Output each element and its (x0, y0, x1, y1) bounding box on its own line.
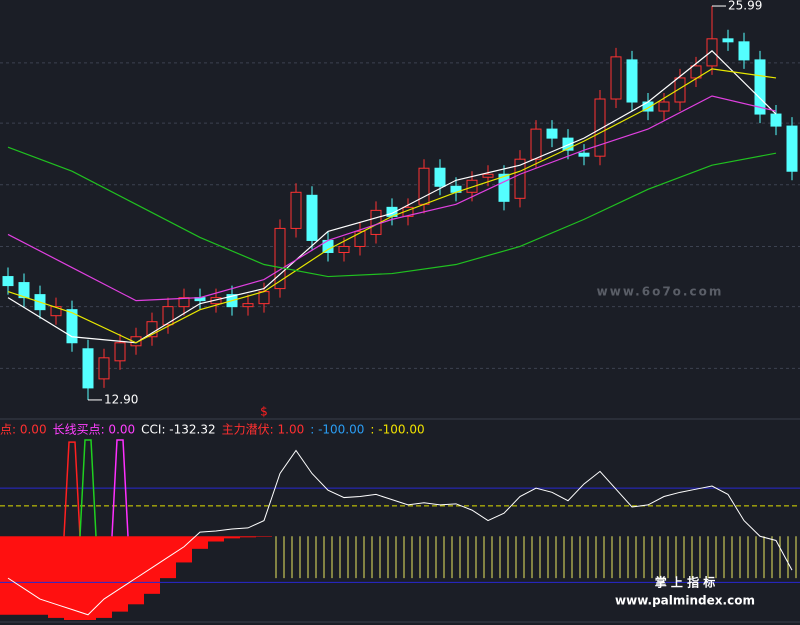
candle-body (242, 303, 254, 308)
red-bar (32, 536, 48, 615)
red-bar (224, 536, 240, 539)
indicator-label: 长线买点: 0.00 (53, 423, 136, 437)
signal (63, 441, 81, 537)
candle-body (162, 306, 174, 326)
cci-line (7, 449, 793, 616)
candle-body (658, 101, 670, 112)
candle-body (18, 282, 30, 299)
signal (79, 439, 97, 537)
red-bar (48, 536, 64, 618)
red-bar (128, 536, 144, 605)
candle-body (690, 65, 702, 79)
candle-body (738, 41, 750, 61)
candle-body (786, 125, 798, 172)
candle-body (98, 357, 110, 380)
red-bar (64, 536, 80, 620)
indicator-label: 点: 0.00 (0, 423, 47, 437)
candle-body (722, 38, 734, 43)
moving-average (7, 68, 777, 344)
candle-body (434, 167, 446, 187)
signal (111, 439, 129, 537)
candle-body (674, 77, 686, 103)
red-bar (192, 536, 208, 549)
candle-body (562, 137, 574, 151)
red-bar (240, 536, 256, 538)
indicator-label: 主力潜伏: 1.00 (222, 423, 305, 437)
watermark: www.6o7o.com (597, 285, 724, 299)
red-bar (0, 536, 16, 615)
moving-average (7, 95, 777, 302)
annotation-label: 12.90 (104, 392, 138, 406)
candle-body (482, 173, 494, 178)
red-bar (256, 536, 272, 537)
candle-body (514, 158, 526, 199)
candle-body (306, 194, 318, 241)
red-bar (16, 536, 32, 615)
red-bar (144, 536, 160, 594)
candle-body (290, 191, 302, 229)
candle-body (530, 128, 542, 160)
candle-body (258, 291, 270, 305)
candle-body (466, 179, 478, 193)
watermark: 掌 上 指 标 (655, 575, 716, 590)
candle-body (82, 348, 94, 389)
candle-body (578, 152, 590, 157)
candle-body (498, 173, 510, 202)
red-bar (80, 536, 96, 620)
candle-body (770, 113, 782, 127)
candle-body (626, 59, 638, 103)
candle-body (338, 245, 350, 253)
candle-body (130, 336, 142, 347)
watermark: www.palmindex.com (615, 594, 755, 608)
indicator-label: : -100.00 (370, 423, 424, 437)
candle-body (274, 227, 286, 290)
indicator-label: : -100.00 (310, 423, 364, 437)
candle-body (546, 128, 558, 139)
candle-body (706, 38, 718, 67)
marker: $ (260, 405, 268, 419)
red-bar (176, 536, 192, 563)
moving-average (7, 146, 777, 278)
candle-body (178, 297, 190, 308)
red-bar (208, 536, 224, 542)
candle-body (50, 306, 62, 317)
candle-body (114, 342, 126, 362)
candle-body (594, 98, 606, 157)
candle-body (146, 321, 158, 338)
candle-body (354, 230, 366, 247)
indicator-label: CCI: -132.32 (141, 423, 215, 437)
candle-body (754, 59, 766, 115)
candle-body (2, 276, 14, 287)
red-bar (112, 536, 128, 612)
candle-body (610, 56, 622, 100)
red-bar (96, 536, 112, 618)
candle-body (66, 309, 78, 344)
annotation-label: 25.99 (728, 0, 762, 13)
